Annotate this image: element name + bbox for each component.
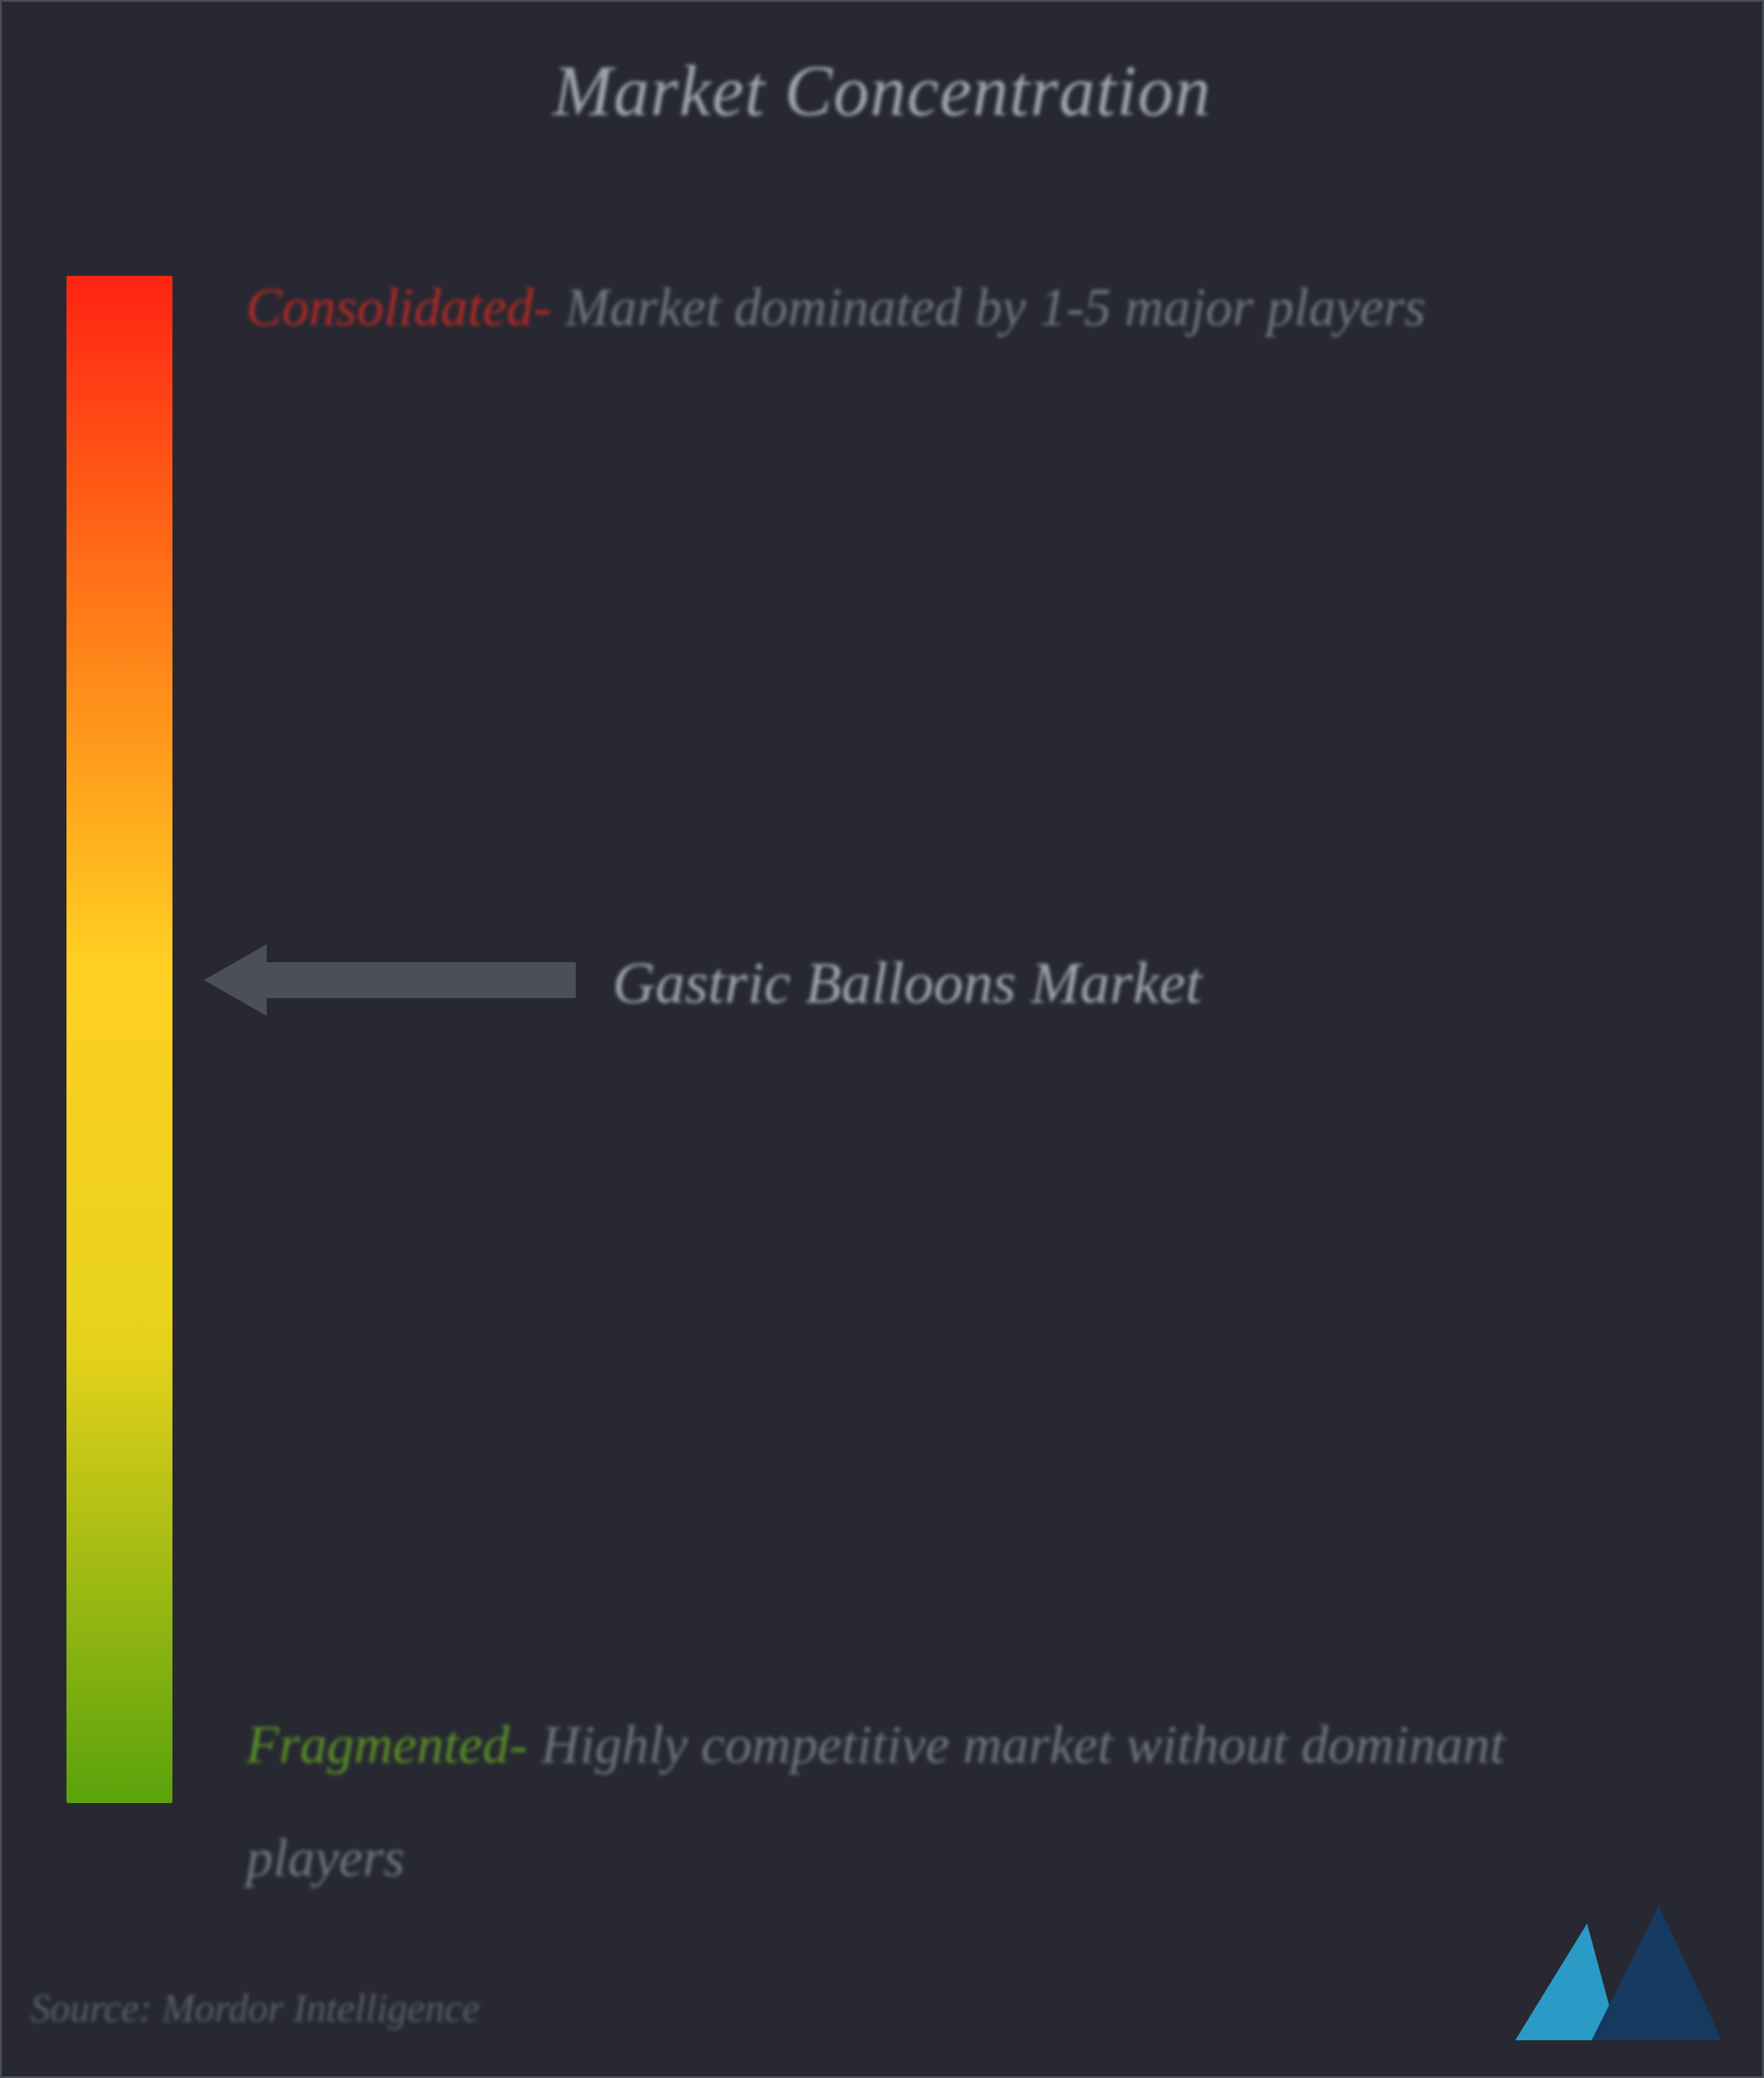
consolidated-label-block: Consolidated- Market dominated by 1-5 ma… <box>246 258 1629 371</box>
source-attribution: Source: Mordor Intelligence <box>31 1985 480 2031</box>
market-name-label: Gastric Balloons Market <box>613 950 1202 1018</box>
arrow-head-icon <box>204 944 267 1016</box>
concentration-gradient-bar <box>66 276 172 1803</box>
infographic-frame: Market Concentration Consolidated- Marke… <box>0 0 1764 2078</box>
chart-title: Market Concentration <box>2 51 1762 133</box>
logo-triangle-right <box>1592 1906 1722 2040</box>
arrow-shaft <box>261 962 576 998</box>
fragmented-label-block: Fragmented- Highly competitive market wi… <box>246 1695 1629 1922</box>
fragmented-heading: Fragmented- <box>246 1715 527 1774</box>
consolidated-body: Market dominated by 1-5 major players <box>551 278 1425 337</box>
consolidated-heading: Consolidated- <box>246 278 551 337</box>
mordor-logo-icon <box>1515 1906 1722 2040</box>
market-position-arrow <box>204 950 581 1012</box>
